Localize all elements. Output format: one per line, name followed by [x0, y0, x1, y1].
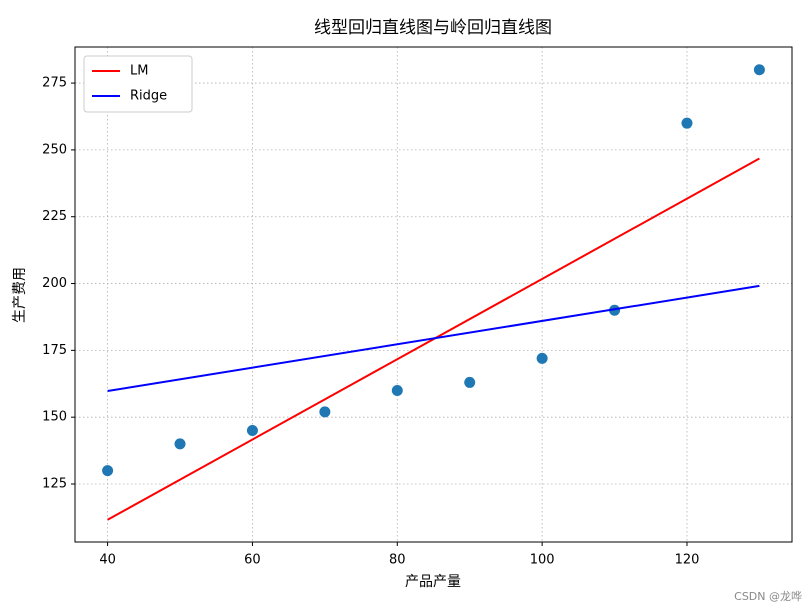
x-tick-label: 100: [530, 553, 555, 568]
y-axis-label: 生产费用: [12, 267, 28, 323]
legend-label: Ridge: [130, 89, 167, 104]
chart-title: 线型回归直线图与岭回归直线图: [314, 18, 552, 38]
x-tick-label: 40: [99, 553, 116, 568]
y-tick-label: 250: [42, 142, 67, 157]
point: [753, 64, 765, 76]
x-tick-label: 60: [244, 553, 261, 568]
point: [681, 117, 693, 129]
point: [391, 384, 403, 396]
x-tick-label: 80: [389, 553, 406, 568]
point: [464, 376, 476, 388]
point: [246, 425, 258, 437]
y-tick-label: 200: [42, 276, 67, 291]
point: [174, 438, 186, 450]
x-tick-label: 120: [675, 553, 700, 568]
legend-label: LM: [130, 64, 148, 79]
watermark: CSDN @龙哗: [734, 590, 802, 603]
plot-frame: [74, 46, 793, 543]
point: [319, 406, 331, 418]
y-tick-label: 175: [42, 343, 67, 358]
point: [536, 352, 548, 364]
point: [609, 304, 621, 316]
y-tick-label: 125: [42, 477, 67, 492]
y-tick-label: 225: [42, 209, 67, 224]
line: [107, 284, 760, 392]
point: [102, 465, 114, 477]
x-axis-label: 产品产量: [405, 574, 461, 590]
y-tick-label: 275: [42, 76, 67, 91]
y-tick-label: 150: [42, 410, 67, 425]
